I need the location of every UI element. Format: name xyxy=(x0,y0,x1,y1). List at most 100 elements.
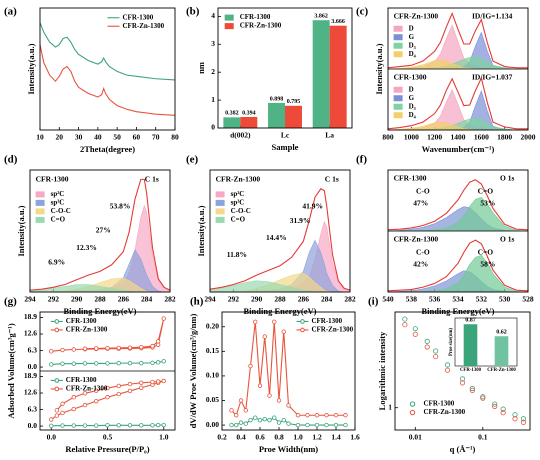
x-tick-label: 0.2 xyxy=(217,433,227,442)
marker xyxy=(286,421,291,426)
x-tick-label: 290 xyxy=(251,295,263,304)
annotation: 27% xyxy=(96,226,111,235)
legend-swatch xyxy=(35,208,45,215)
annotation: ID/IG=1.037 xyxy=(472,72,513,81)
legend-label: C-O-C xyxy=(51,207,71,215)
bar xyxy=(285,105,302,128)
panel-label: (f) xyxy=(356,154,367,166)
legend-swatch xyxy=(215,191,225,198)
marker xyxy=(243,421,248,426)
legend-label: D xyxy=(409,24,414,32)
plot-frame xyxy=(387,7,529,131)
y-tick-label: 12.6 xyxy=(24,388,37,397)
marker xyxy=(229,408,234,413)
inset-value-label: 0.87 xyxy=(465,318,476,324)
x-tick-label: 534 xyxy=(452,295,464,304)
x-tick-label: 1.2 xyxy=(312,433,322,442)
y-axis-label: Intensity(a.u.) xyxy=(196,205,206,256)
marker xyxy=(272,319,277,325)
legend-label: D₃ xyxy=(409,41,416,49)
inset-y-label: Proe size(nm) xyxy=(449,328,454,356)
y-tick-label: 0.20 xyxy=(206,321,219,330)
legend-label: CFR-1300 xyxy=(123,13,154,21)
line xyxy=(39,22,176,81)
marker xyxy=(243,408,248,413)
legend-label: sp³C xyxy=(51,199,65,207)
line xyxy=(387,179,529,231)
legend-label: G xyxy=(409,94,415,102)
marker xyxy=(150,423,155,428)
y-tick-label: 12.6 xyxy=(24,329,37,338)
annotation: CFR-Zn-1300 xyxy=(394,11,439,20)
marker xyxy=(286,403,291,408)
legend-label: D₄ xyxy=(409,111,417,119)
x-tick-label: 80 xyxy=(171,133,179,142)
annotation: C 1s xyxy=(325,174,339,183)
y-tick-label: 0.0 xyxy=(28,421,38,430)
panel-label: (c) xyxy=(356,6,369,18)
marker xyxy=(253,415,258,420)
value-label: 3.666 xyxy=(331,19,345,25)
marker xyxy=(82,391,88,396)
legend-swatch xyxy=(393,51,403,58)
x-tick-label: 288 xyxy=(274,295,286,304)
legend-swatch xyxy=(35,191,45,198)
legend-swatch xyxy=(215,216,225,223)
marker xyxy=(324,413,329,418)
x-axis-label: Proe Width(nm) xyxy=(259,444,318,454)
marker xyxy=(71,406,76,412)
plot-frame xyxy=(387,169,529,293)
x-tick-label: 284 xyxy=(321,295,333,304)
marker xyxy=(276,398,282,403)
x-axis-label: q (Å⁻¹) xyxy=(450,444,476,454)
x-tick-label: 532 xyxy=(476,295,488,304)
annotation: ID/IG=1.134 xyxy=(472,11,513,20)
marker xyxy=(314,422,320,428)
x-tick-label: 536 xyxy=(429,295,441,304)
annotation: 42% xyxy=(413,259,428,268)
legend-label: CFR-1300 xyxy=(424,400,455,408)
marker xyxy=(267,393,272,398)
marker xyxy=(127,381,133,387)
legend-swatch xyxy=(300,327,305,333)
y-axis-label: Intensity(a.u.) xyxy=(26,43,36,94)
legend-swatch xyxy=(215,208,225,215)
marker xyxy=(105,395,110,400)
marker xyxy=(54,413,60,418)
y-axis-label: Adsorbed Volume(cm³g⁻¹) xyxy=(6,323,16,418)
x-tick-label: 1400 xyxy=(451,133,466,142)
marker xyxy=(49,349,54,354)
marker xyxy=(161,316,166,321)
legend-label: CFR-Zn-1300 xyxy=(123,22,165,30)
x-axis-label: Sample xyxy=(272,142,299,152)
marker xyxy=(105,361,110,366)
y-tick-label: 4 xyxy=(211,11,215,20)
marker xyxy=(127,345,133,350)
annotation: C=O xyxy=(478,187,494,196)
marker xyxy=(127,423,133,428)
data-point xyxy=(469,385,475,392)
data-point xyxy=(520,419,527,425)
data-point xyxy=(424,344,430,350)
annotation: C-O xyxy=(416,248,430,257)
line xyxy=(387,239,529,292)
x-tick-label: 294 xyxy=(204,295,216,304)
plot-frame xyxy=(29,169,171,293)
x-tick-label: 290 xyxy=(71,295,83,304)
legend-label: D xyxy=(409,85,414,93)
x-tick-label: 1800 xyxy=(497,133,512,142)
marker xyxy=(155,360,161,365)
legend-swatch xyxy=(393,112,403,119)
legend-label: CFR-Zn-1300 xyxy=(66,385,108,393)
legend-label: sp³C xyxy=(231,199,245,207)
marker xyxy=(49,362,54,367)
marker xyxy=(139,380,144,385)
data-point xyxy=(433,353,439,360)
annotation: C=O xyxy=(478,248,494,257)
legend-label: CFR-Zn-1300 xyxy=(311,326,353,334)
y-tick-label: 1 xyxy=(211,95,215,104)
legend-swatch xyxy=(54,378,60,383)
marker xyxy=(257,383,263,388)
legend-label: C=O xyxy=(231,216,246,224)
x-tick-label: Lc xyxy=(281,131,290,140)
